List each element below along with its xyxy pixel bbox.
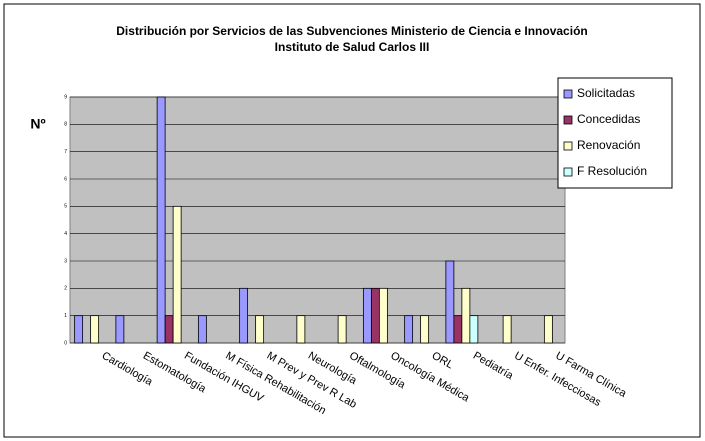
- bar: [239, 287, 249, 344]
- legend-swatch: [563, 115, 573, 125]
- bar: [461, 287, 471, 344]
- bar: [378, 287, 388, 344]
- y-tick-label: 4: [64, 231, 67, 237]
- y-tick-label: 9: [64, 94, 67, 100]
- bar: [445, 260, 455, 344]
- bar: [420, 315, 430, 344]
- bar: [74, 315, 84, 344]
- legend-swatch: [563, 167, 573, 177]
- bar: [156, 96, 166, 344]
- bar: [543, 315, 553, 344]
- bar: [172, 205, 182, 344]
- legend-label: Concedidas: [577, 112, 640, 126]
- legend-label: F Resolución: [577, 164, 647, 178]
- bar: [255, 315, 265, 344]
- bar: [502, 315, 512, 344]
- y-tick-label: 7: [64, 149, 67, 155]
- y-tick-label: 5: [64, 204, 67, 210]
- legend-label: Renovación: [577, 138, 640, 152]
- y-tick-label: 0: [64, 340, 67, 346]
- bar: [197, 315, 207, 344]
- chart-title: Distribución por Servicios de las Subven…: [116, 24, 587, 38]
- y-tick-label: 3: [64, 258, 67, 264]
- bar: [115, 315, 125, 344]
- bar: [337, 315, 347, 344]
- legend-swatch: [563, 141, 573, 151]
- bar: [362, 287, 372, 344]
- legend-label: Solicitadas: [577, 86, 635, 100]
- y-tick-label: 8: [64, 122, 67, 128]
- plot-area: [69, 96, 566, 344]
- bar: [370, 287, 380, 344]
- bar: [404, 315, 414, 344]
- y-tick-label: 6: [64, 176, 67, 182]
- bar: [90, 315, 100, 344]
- legend-box: [557, 77, 673, 189]
- legend-swatch: [563, 89, 573, 99]
- bar: [296, 315, 306, 344]
- y-axis-label: Nº: [30, 116, 45, 132]
- y-tick-label: 1: [64, 313, 67, 319]
- bar: [469, 315, 479, 344]
- y-tick-label: 2: [64, 286, 67, 292]
- bar: [164, 315, 174, 344]
- bar: [453, 315, 463, 344]
- chart-subtitle: Instituto de Salud Carlos III: [275, 40, 430, 54]
